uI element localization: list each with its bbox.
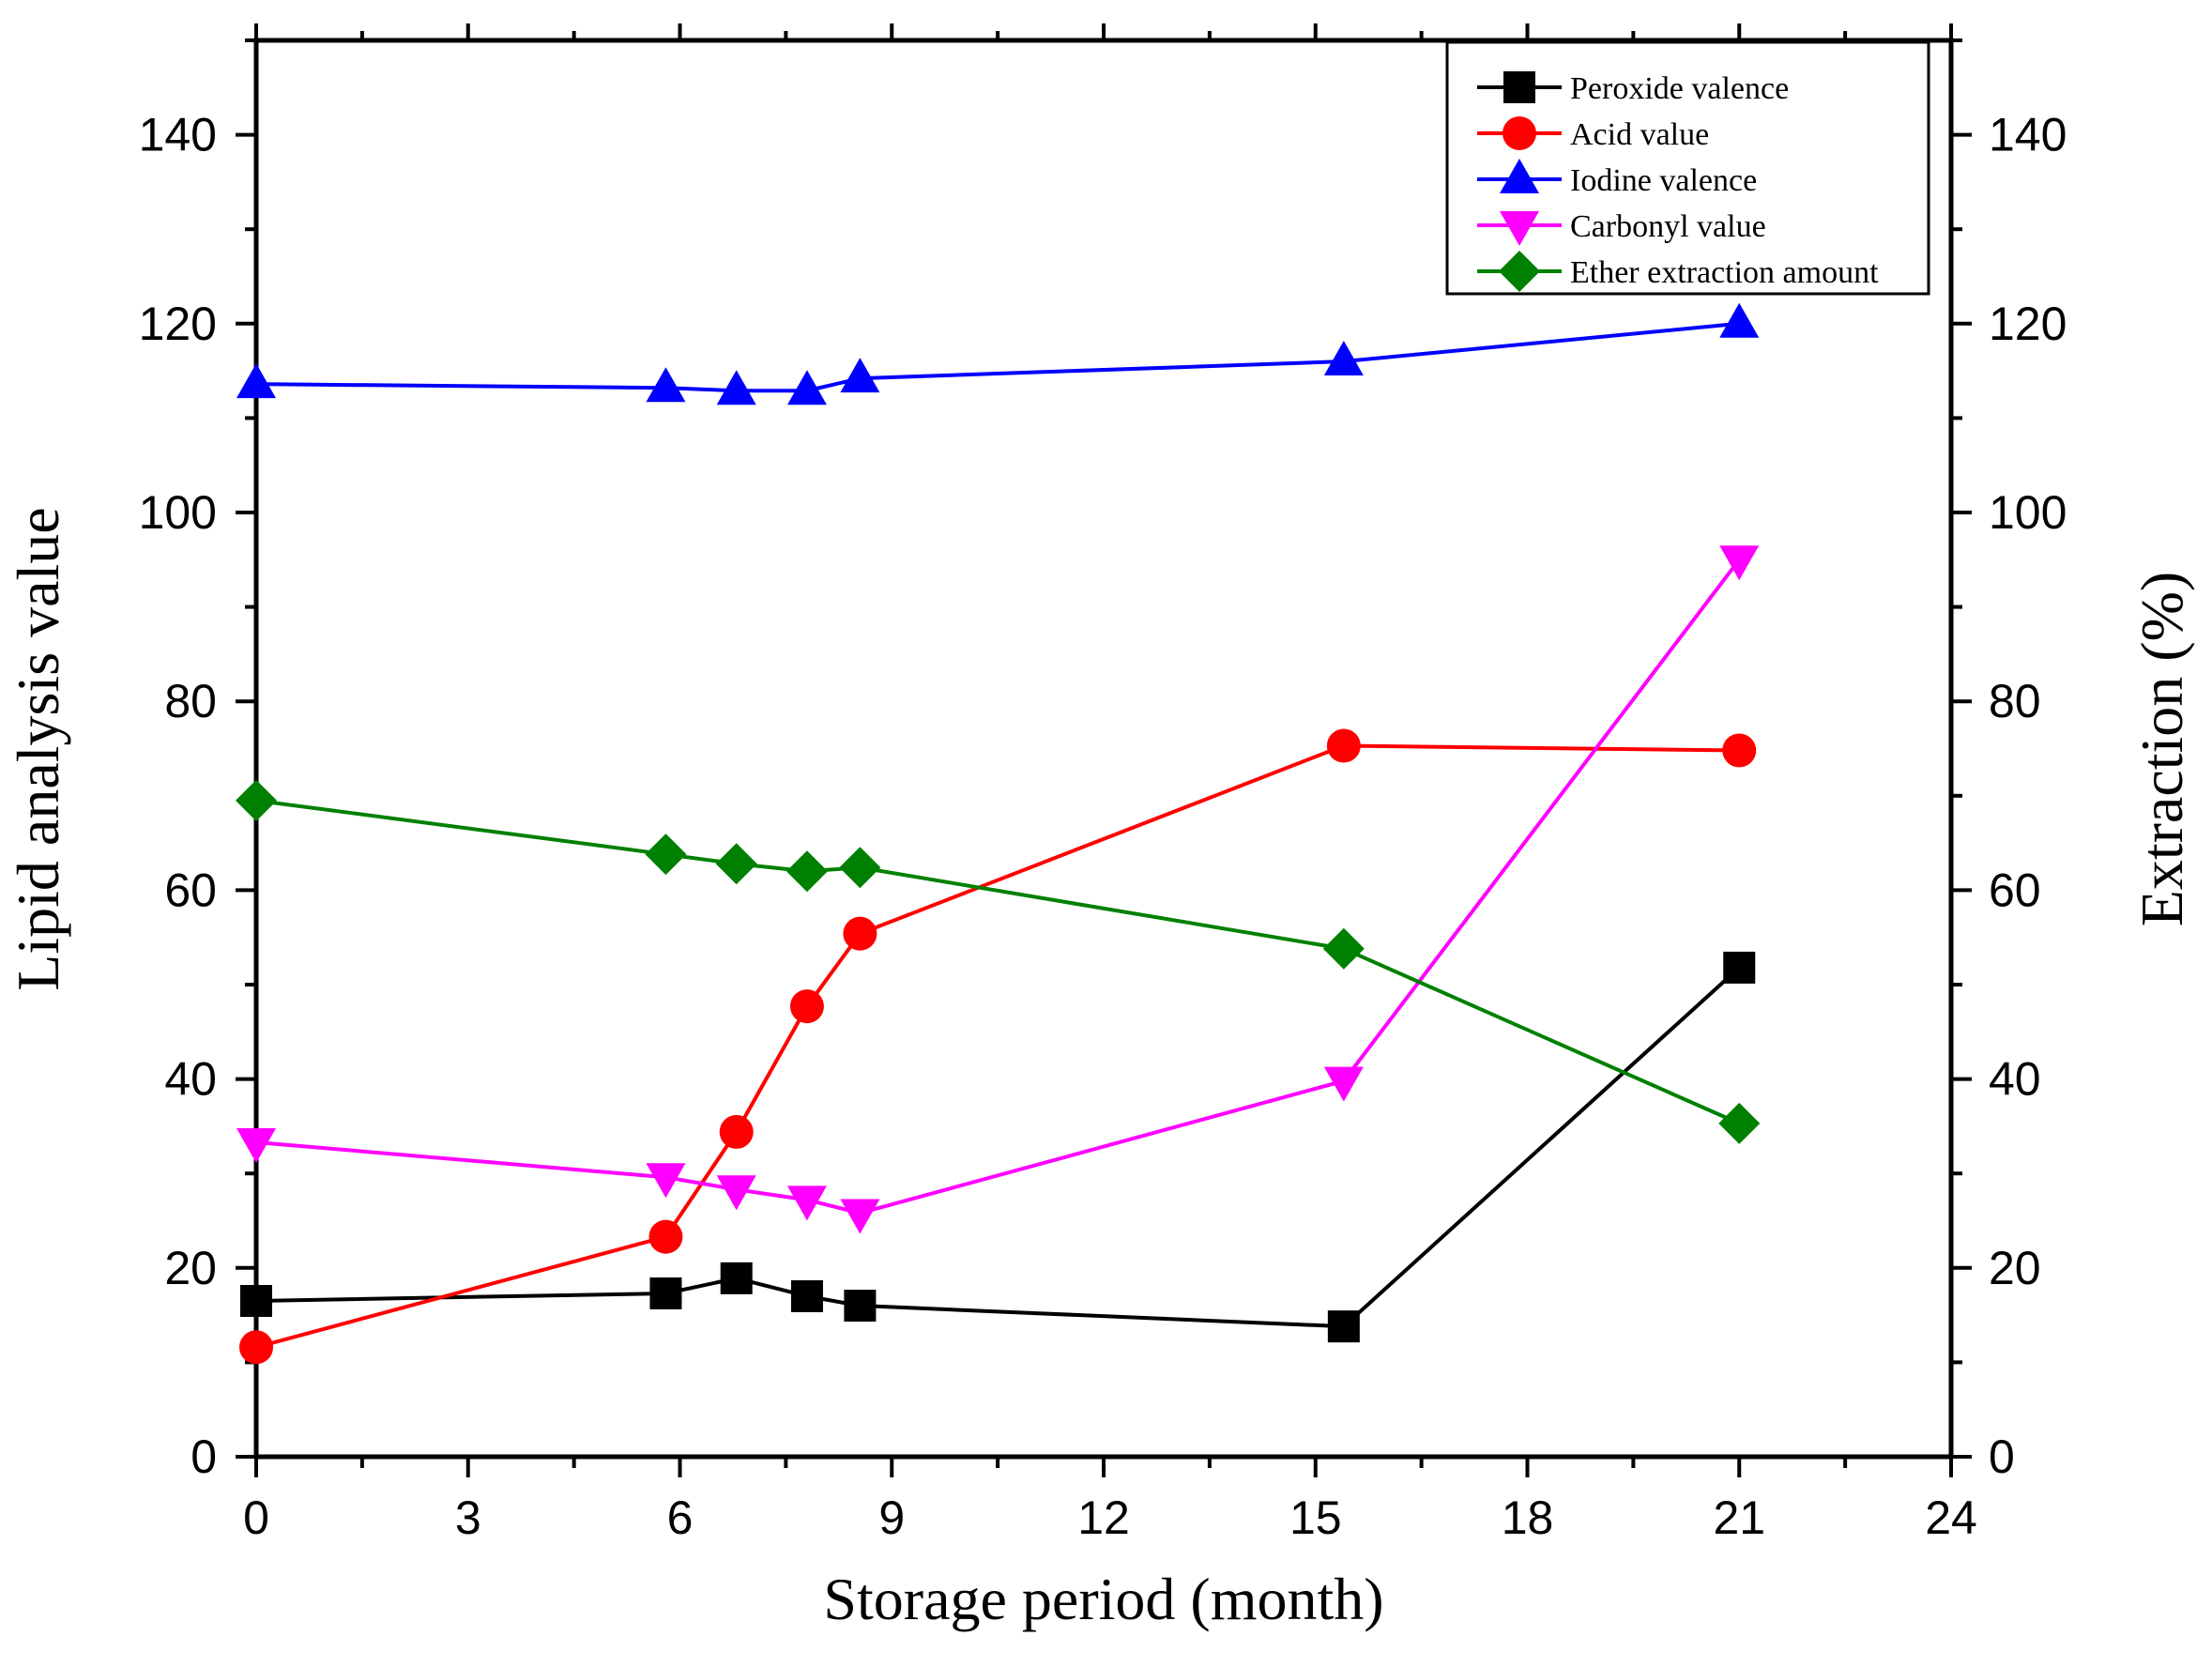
legend-label-acid-value: Acid value bbox=[1570, 117, 1709, 152]
data-point-acid-value bbox=[843, 916, 877, 951]
y-tick-label: 0 bbox=[191, 1430, 217, 1483]
series-acid-value bbox=[239, 728, 1757, 1365]
data-point-ether-extraction-amount bbox=[839, 847, 881, 889]
legend-item-acid-value: Acid value bbox=[1477, 116, 1709, 152]
y-tick-label: 40 bbox=[164, 1053, 217, 1106]
series-line-carbonyl-value bbox=[255, 558, 1741, 1216]
series-peroxide-valence bbox=[240, 951, 1756, 1343]
data-point-peroxide-valence bbox=[720, 1262, 753, 1294]
legend-label-ether-extraction-amount: Ether extraction amount bbox=[1570, 255, 1879, 290]
y-tick-label: 140 bbox=[139, 109, 217, 161]
data-point-carbonyl-value bbox=[1719, 545, 1760, 581]
data-point-peroxide-valence bbox=[844, 1290, 877, 1323]
y2-tick-label: 100 bbox=[1989, 486, 2067, 539]
data-point-iodine-valence bbox=[786, 370, 827, 405]
x-tick-label: 0 bbox=[243, 1491, 269, 1544]
data-point-iodine-valence bbox=[646, 367, 686, 403]
y2-tick-label: 120 bbox=[1989, 298, 2067, 350]
y2-tick-label: 60 bbox=[1989, 864, 2041, 916]
legend: Peroxide valence Acid value Iodine valence… bbox=[1445, 40, 1930, 296]
ticks-layer: 0 3 6 9 12 15 18 21 2402040608010012014002040608… bbox=[139, 23, 2067, 1544]
data-point-carbonyl-value bbox=[840, 1199, 880, 1234]
data-point-carbonyl-value bbox=[646, 1163, 686, 1199]
data-point-ether-extraction-amount bbox=[715, 843, 757, 885]
y-tick-label: 120 bbox=[139, 298, 217, 350]
legend-item-peroxide-valence: Peroxide valence bbox=[1477, 71, 1789, 106]
legend-marker-acid-value bbox=[1503, 116, 1536, 150]
series-line-ether-extraction-amount bbox=[255, 798, 1741, 1125]
legend-label-peroxide-valence: Peroxide valence bbox=[1570, 71, 1789, 106]
legend-marker-peroxide-valence bbox=[1503, 71, 1535, 103]
y2-axis-title: Extraction (%) bbox=[2128, 572, 2195, 927]
legend-item-ether-extraction-amount: Ether extraction amount bbox=[1477, 251, 1879, 292]
legend-marker-ether-extraction-amount bbox=[1499, 251, 1540, 292]
series-layer bbox=[236, 302, 1761, 1365]
data-point-peroxide-valence bbox=[1723, 951, 1756, 984]
x-tick-label: 12 bbox=[1077, 1491, 1130, 1544]
data-point-carbonyl-value bbox=[716, 1175, 756, 1211]
data-point-iodine-valence bbox=[1719, 302, 1760, 338]
data-point-iodine-valence bbox=[236, 363, 276, 399]
legend-marker-carbonyl-value bbox=[1500, 211, 1539, 246]
y2-tick-label: 40 bbox=[1989, 1053, 2041, 1106]
y2-tick-label: 20 bbox=[1989, 1242, 2041, 1294]
data-point-peroxide-valence bbox=[649, 1277, 682, 1309]
x-tick-label: 15 bbox=[1289, 1491, 1342, 1544]
series-line-peroxide-valence bbox=[255, 966, 1741, 1329]
data-point-iodine-valence bbox=[716, 370, 756, 405]
data-point-ether-extraction-amount bbox=[1718, 1102, 1761, 1144]
data-point-acid-value bbox=[239, 1330, 273, 1365]
data-point-acid-value bbox=[1722, 733, 1757, 768]
y2-tick-label: 0 bbox=[1989, 1430, 2015, 1483]
legend-marker-iodine-valence bbox=[1500, 159, 1539, 193]
x-tick-label: 9 bbox=[878, 1491, 905, 1544]
data-point-ether-extraction-amount bbox=[645, 834, 687, 876]
data-point-ether-extraction-amount bbox=[236, 779, 277, 821]
y2-tick-label: 80 bbox=[1989, 675, 2041, 727]
data-point-acid-value bbox=[648, 1219, 683, 1254]
data-point-acid-value bbox=[789, 989, 824, 1024]
data-point-peroxide-valence bbox=[790, 1279, 823, 1312]
data-point-carbonyl-value bbox=[236, 1128, 276, 1164]
y-tick-label: 60 bbox=[164, 864, 217, 916]
y2-tick-label: 140 bbox=[1989, 109, 2067, 161]
legend-item-iodine-valence: Iodine valence bbox=[1477, 159, 1757, 198]
data-point-acid-value bbox=[719, 1114, 754, 1149]
x-tick-label: 6 bbox=[667, 1491, 694, 1544]
data-point-carbonyl-value bbox=[786, 1185, 827, 1221]
data-point-ether-extraction-amount bbox=[786, 850, 828, 893]
legend-label-carbonyl-value: Carbonyl value bbox=[1570, 209, 1766, 244]
data-point-peroxide-valence bbox=[1327, 1310, 1360, 1343]
legend-item-carbonyl-value: Carbonyl value bbox=[1477, 209, 1766, 246]
data-point-acid-value bbox=[1326, 728, 1361, 763]
x-axis-title: Storage period (month) bbox=[823, 1566, 1383, 1632]
legend-label-iodine-valence: Iodine valence bbox=[1570, 163, 1757, 198]
x-tick-label: 24 bbox=[1925, 1491, 1977, 1544]
series-line-acid-value bbox=[255, 743, 1740, 1350]
y-tick-label: 20 bbox=[164, 1242, 217, 1294]
series-line-iodine-valence bbox=[255, 321, 1740, 393]
series-iodine-valence bbox=[236, 302, 1760, 405]
data-point-carbonyl-value bbox=[1323, 1066, 1364, 1102]
y-tick-label: 100 bbox=[139, 486, 217, 539]
series-carbonyl-value bbox=[236, 545, 1760, 1234]
y-tick-label: 80 bbox=[164, 675, 217, 727]
x-tick-label: 21 bbox=[1713, 1491, 1765, 1544]
data-point-ether-extraction-amount bbox=[1322, 927, 1365, 970]
data-point-peroxide-valence bbox=[240, 1285, 272, 1318]
data-point-iodine-valence bbox=[1323, 341, 1364, 376]
series-ether-extraction-amount bbox=[236, 779, 1761, 1144]
data-point-iodine-valence bbox=[840, 358, 880, 393]
y-axis-title: Lipid analysis value bbox=[5, 507, 71, 990]
x-tick-label: 3 bbox=[455, 1491, 481, 1544]
x-tick-label: 18 bbox=[1502, 1491, 1554, 1544]
